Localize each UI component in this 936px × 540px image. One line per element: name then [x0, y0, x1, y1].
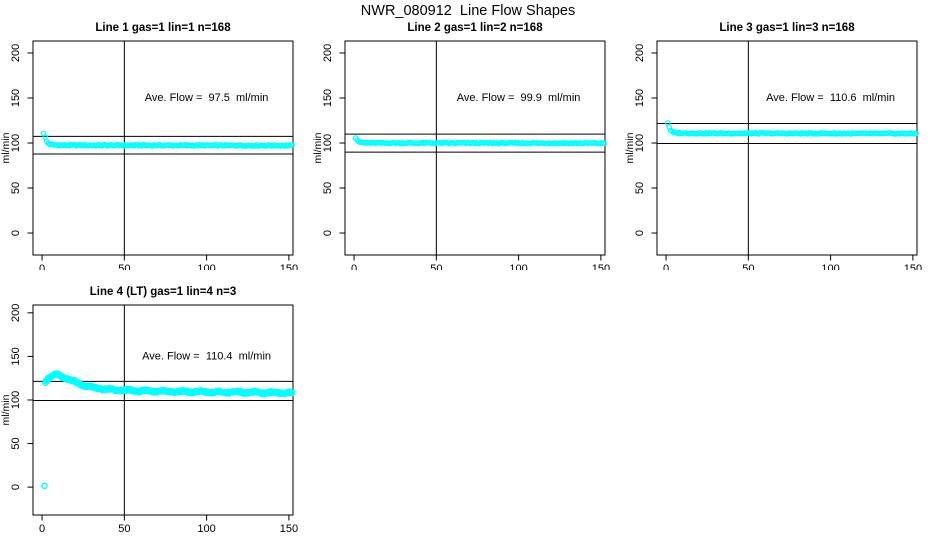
y-tick-label: 0 — [10, 484, 22, 490]
y-tick-label: 100 — [634, 134, 646, 152]
flow-point — [289, 142, 295, 148]
y-tick-label: 150 — [322, 89, 334, 107]
x-tick-label: 50 — [118, 523, 130, 535]
flow-point — [601, 140, 607, 147]
panel-title: Line 4 (LT) gas=1 lin=4 n=3 — [90, 286, 236, 298]
x-axis: 0 50 100 150 — [39, 255, 298, 270]
y-tick-label: 100 — [10, 134, 22, 152]
y-tick-label: 0 — [10, 230, 22, 236]
x-axis: 0 50 100 150 — [663, 255, 922, 270]
data-points — [664, 120, 919, 137]
y-tick-label: 200 — [322, 44, 334, 62]
data-points — [41, 370, 296, 490]
y-axis: 0 50 100 150 200 ml/min — [624, 44, 657, 236]
x-tick-label: 0 — [39, 263, 45, 270]
hlines-flow-bounds — [33, 135, 293, 155]
flow-outlier-point — [41, 482, 48, 490]
y-tick-label: 150 — [634, 89, 646, 107]
ave-flow-annotation: Ave. Flow = 97.5 ml/min — [145, 92, 269, 104]
data-points — [40, 130, 295, 149]
flow-point — [913, 130, 919, 137]
x-axis: 0 50 100 150 — [351, 255, 610, 270]
x-tick-label: 0 — [351, 263, 357, 270]
x-tick-label: 150 — [592, 263, 610, 270]
plot-box — [656, 40, 918, 256]
x-tick-label: 100 — [821, 263, 839, 270]
x-tick-label: 100 — [197, 263, 215, 270]
y-tick-label: 0 — [634, 230, 646, 236]
panel-line-1-plot: Line 1 gas=1 lin=1 n=168 0 50 100 150 200 ml/m… — [0, 22, 298, 270]
y-axis-label: ml/min — [0, 132, 12, 163]
ave-flow-annotation: Ave. Flow = 99.9 ml/min — [457, 92, 581, 104]
y-tick-label: 50 — [322, 182, 334, 194]
flow-point — [288, 389, 296, 396]
y-axis: 0 50 100 150 200 ml/min — [0, 304, 33, 490]
x-tick-label: 0 — [663, 263, 669, 270]
ave-flow-annotation: Ave. Flow = 110.4 ml/min — [142, 350, 271, 362]
panel-line-3-plot: Line 3 gas=1 lin=3 n=168 0 50 100 150 200 ml/m… — [624, 22, 922, 270]
plot-box — [344, 40, 606, 256]
x-tick-label: 50 — [430, 263, 442, 270]
plot-box — [32, 40, 294, 256]
x-tick-label: 100 — [509, 263, 527, 270]
y-tick-label: 200 — [634, 44, 646, 62]
plot-box — [32, 304, 294, 516]
ave-flow-annotation: Ave. Flow = 110.6 ml/min — [766, 92, 895, 104]
x-tick-label: 0 — [39, 523, 45, 535]
y-tick-label: 100 — [322, 134, 334, 152]
y-tick-label: 50 — [634, 182, 646, 194]
hlines-flow-bounds — [657, 122, 917, 144]
x-tick-label: 150 — [280, 523, 298, 535]
panel-line-2-plot: Line 2 gas=1 lin=2 n=168 0 50 100 150 200 ml/m… — [312, 22, 610, 270]
y-axis: 0 50 100 150 200 ml/min — [312, 44, 345, 236]
y-tick-label: 100 — [10, 391, 22, 409]
y-tick-label: 200 — [10, 304, 22, 322]
panel-line-4-plot: Line 4 (LT) gas=1 lin=4 n=3 0 50 100 150 200 m… — [0, 286, 298, 535]
data-points — [352, 135, 607, 147]
y-tick-label: 50 — [10, 437, 22, 449]
y-tick-label: 150 — [10, 89, 22, 107]
x-tick-label: 150 — [904, 263, 922, 270]
y-tick-label: 0 — [322, 230, 334, 236]
y-tick-label: 50 — [10, 182, 22, 194]
figure-main-title: NWR_080912 Line Flow Shapes — [360, 3, 576, 19]
x-tick-label: 150 — [280, 263, 298, 270]
y-tick-label: 200 — [10, 44, 22, 62]
hlines-flow-bounds — [345, 133, 605, 153]
x-axis: 0 50 100 150 — [39, 515, 298, 535]
panel-title: Line 3 gas=1 lin=3 n=168 — [719, 22, 855, 34]
x-tick-label: 50 — [118, 263, 130, 270]
y-axis-label: ml/min — [312, 132, 324, 163]
panel-title: Line 2 gas=1 lin=2 n=168 — [407, 22, 543, 34]
y-axis-label: ml/min — [624, 132, 636, 163]
x-tick-label: 50 — [742, 263, 754, 270]
y-tick-label: 150 — [10, 347, 22, 365]
y-axis: 0 50 100 150 200 ml/min — [0, 44, 33, 236]
y-axis-label: ml/min — [0, 394, 12, 425]
x-tick-label: 100 — [197, 523, 215, 535]
panel-title: Line 1 gas=1 lin=1 n=168 — [95, 22, 231, 34]
